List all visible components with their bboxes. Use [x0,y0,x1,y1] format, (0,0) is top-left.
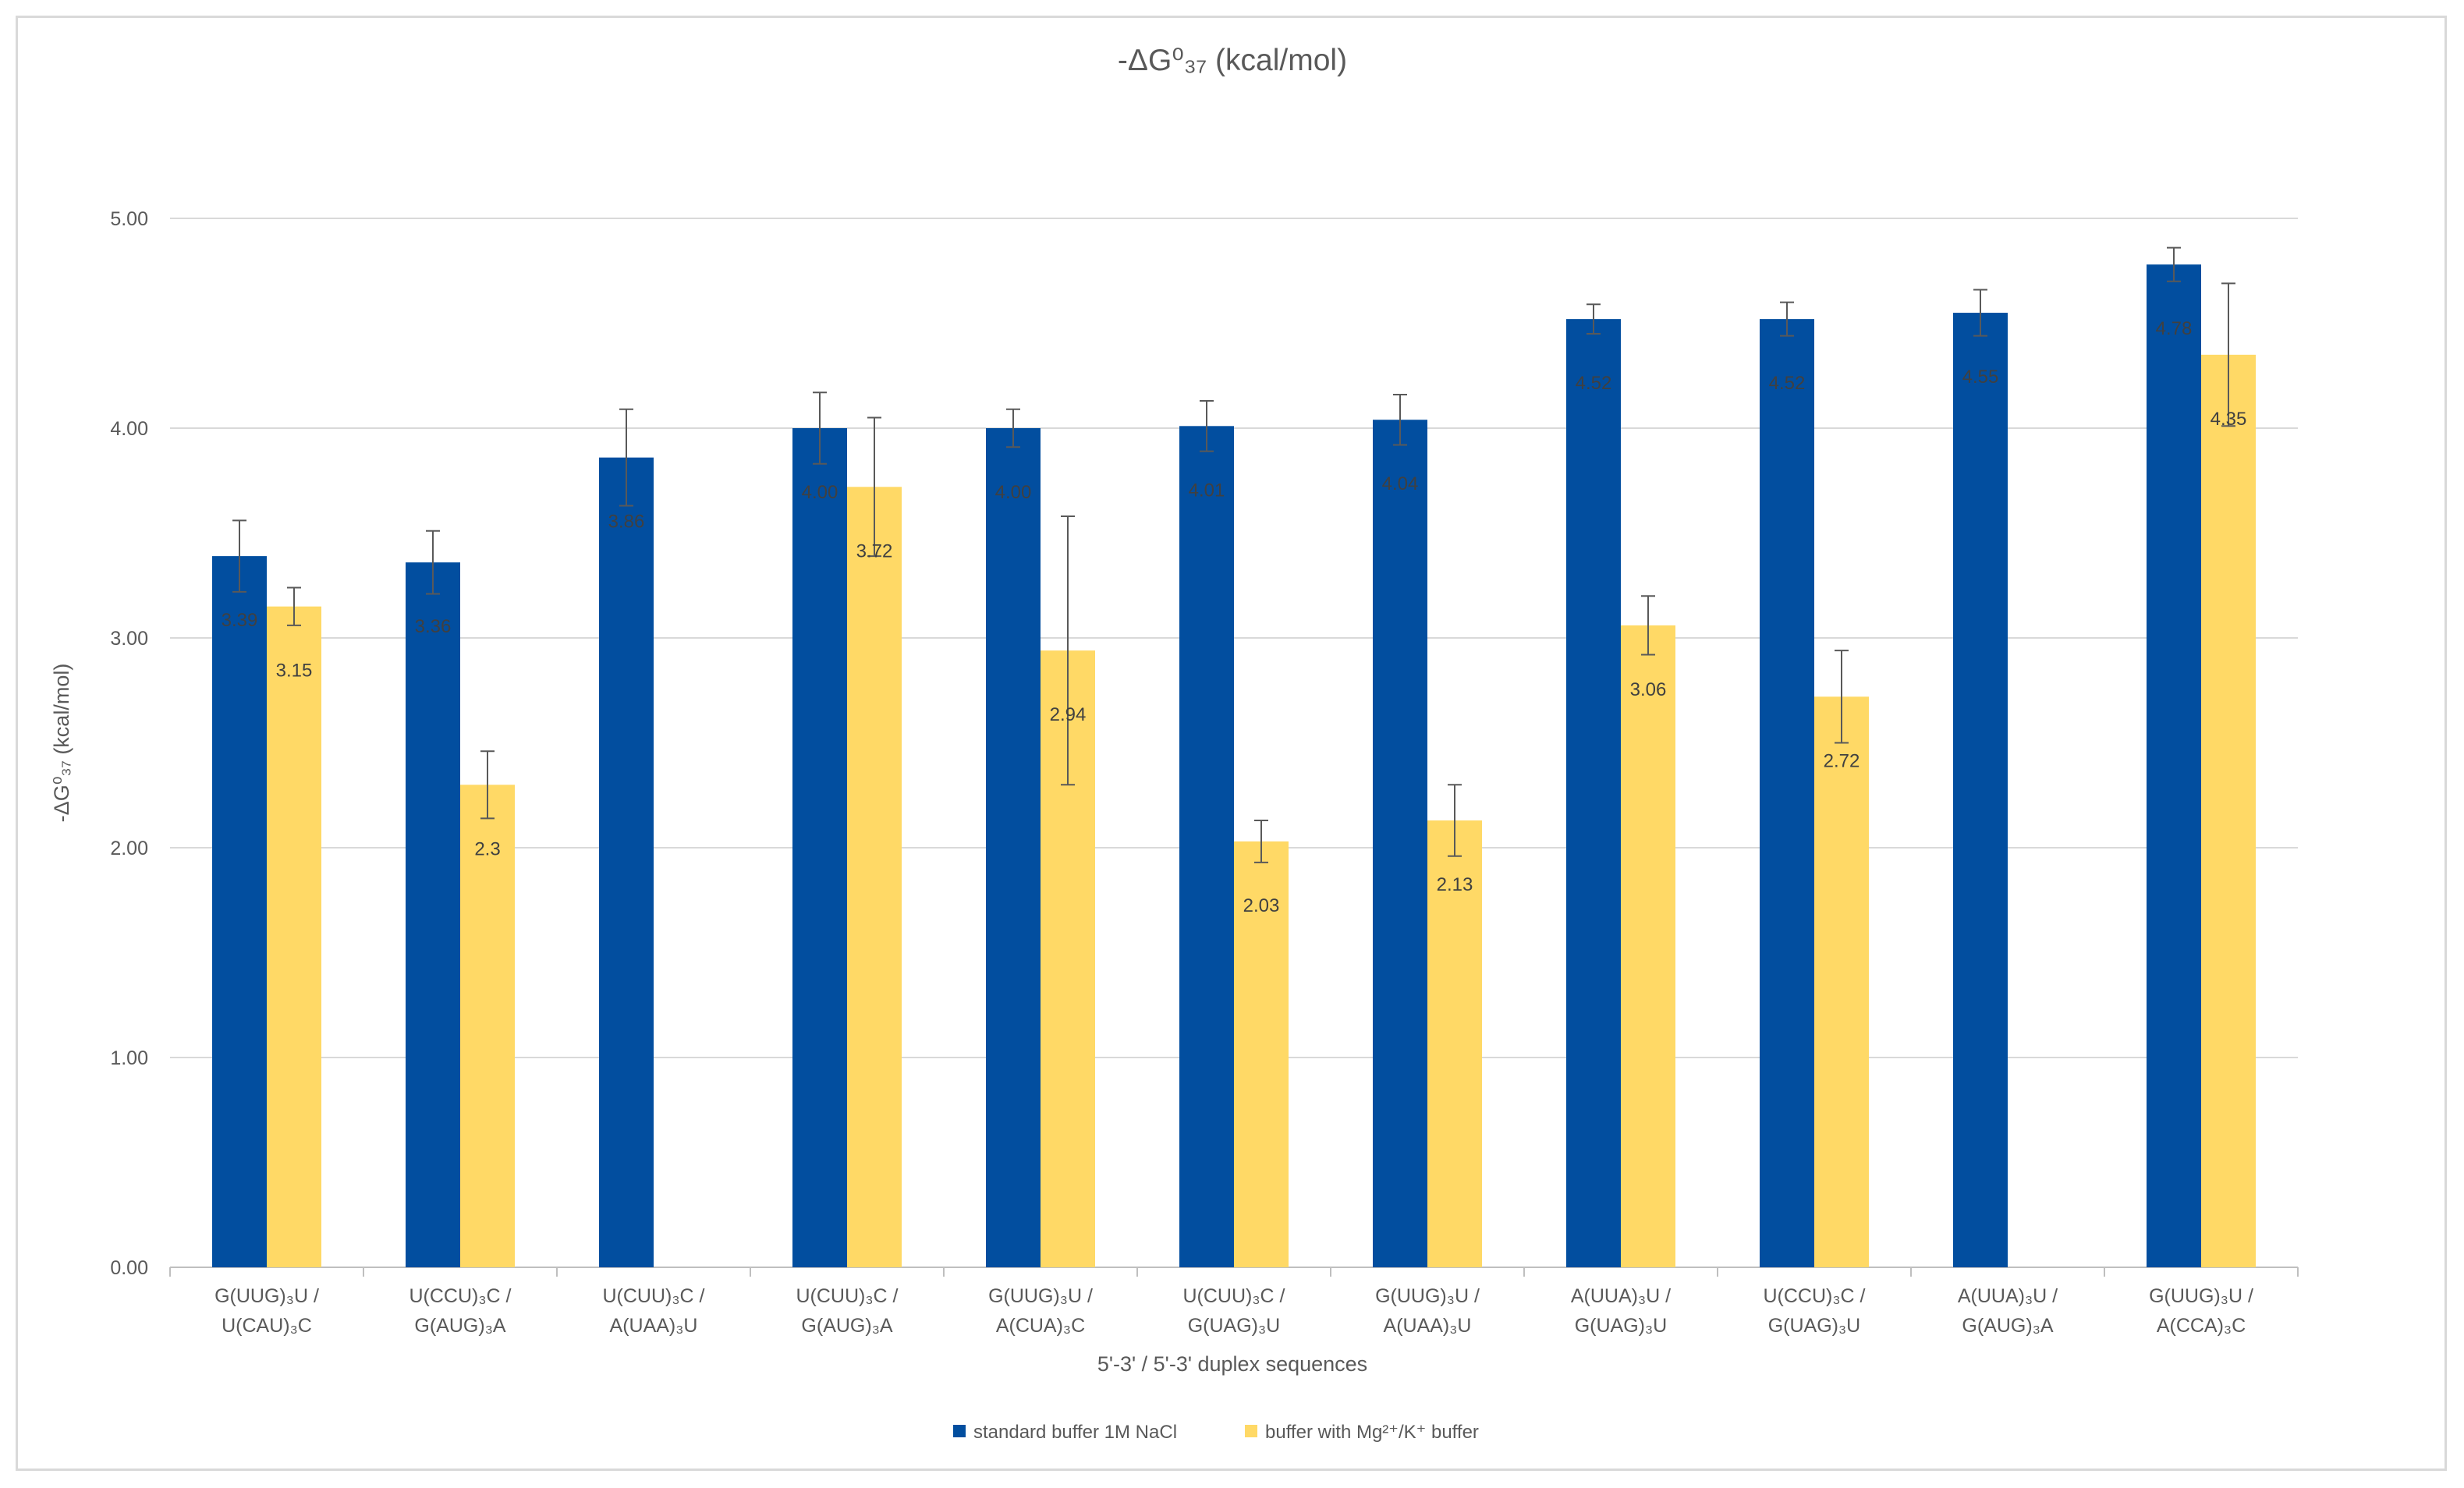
x-axis-title: 5'-3' / 5'-3' duplex sequences [1097,1352,1367,1376]
legend-swatch-0 [953,1425,966,1437]
category-label-2-line0: U(CUU)₃C / [603,1285,705,1307]
bar-series1-1 [460,785,515,1267]
category-label-10-line0: G(UUG)₃U / [2149,1285,2253,1307]
bar-series1-3 [847,487,902,1267]
category-label-10-line1: A(CCA)₃C [2157,1315,2246,1337]
data-label-series1-8: 2.72 [1824,750,1860,771]
category-label-1-line1: G(AUG)₃A [414,1315,505,1337]
data-label-series0-10: 4.78 [2156,318,2193,339]
category-label-4-line1: A(CUA)₃C [996,1315,1085,1337]
bar-series0-2 [599,457,654,1268]
legend-label-1: buffer with Mg²⁺/K⁺ buffer [1265,1422,1479,1443]
legend-label-0: standard buffer 1M NaCl [973,1422,1177,1443]
data-label-series0-1: 3.36 [415,616,452,637]
category-label-0-line1: U(CAU)₃C [222,1315,312,1337]
data-label-series0-6: 4.04 [1382,473,1419,494]
y-tick-label-5: 5.00 [110,208,148,230]
bar-series1-8 [1814,696,1869,1267]
data-label-series1-10: 4.35 [2211,409,2247,430]
y-tick-label-4: 4.00 [110,418,148,440]
category-label-9-line0: A(UUA)₃U / [1958,1285,2058,1307]
category-label-8-line1: G(UAG)₃U [1768,1315,1861,1337]
data-label-series1-0: 3.15 [276,661,313,682]
category-label-3-line1: G(AUG)₃A [801,1315,892,1337]
category-label-0-line0: G(UUG)₃U / [214,1285,319,1307]
bar-series0-5 [1179,426,1234,1267]
bar-series0-9 [1953,313,2008,1267]
y-tick-label-3: 3.00 [110,628,148,650]
y-tick-label-2: 2.00 [110,838,148,859]
data-label-series1-6: 2.13 [1437,874,1473,895]
data-label-series1-7: 3.06 [1630,679,1667,700]
category-label-8-line0: U(CCU)₃C / [1764,1285,1866,1307]
bar-series0-7 [1566,319,1621,1267]
data-label-series1-1: 2.3 [474,838,500,859]
category-label-7-line1: G(UAG)₃U [1575,1315,1668,1337]
bar-series0-10 [2147,264,2201,1268]
category-label-7-line0: A(UUA)₃U / [1571,1285,1671,1307]
bar-series0-8 [1760,319,1814,1267]
category-label-5-line1: G(UAG)₃U [1188,1315,1281,1337]
bar-series1-7 [1621,625,1675,1267]
y-axis-title: -ΔG⁰₃₇ (kcal/mol) [50,664,73,823]
data-label-series0-2: 3.86 [608,512,645,533]
data-label-series0-5: 4.01 [1189,480,1225,501]
bar-series0-4 [986,428,1041,1267]
bar-series0-6 [1373,420,1427,1267]
data-label-series0-3: 4.00 [802,482,838,503]
bar-series0-0 [212,556,267,1267]
data-label-series0-8: 4.52 [1769,373,1806,394]
category-label-1-line0: U(CCU)₃C / [409,1285,512,1307]
y-tick-label-1: 1.00 [110,1047,148,1069]
bar-series1-5 [1234,841,1289,1267]
data-label-series0-7: 4.52 [1576,373,1612,394]
category-label-4-line0: G(UUG)₃U / [988,1285,1093,1307]
data-label-series1-3: 3.72 [856,540,893,562]
legend-swatch-1 [1245,1425,1257,1437]
category-label-2-line1: A(UAA)₃U [610,1315,698,1337]
category-label-6-line0: G(UUG)₃U / [1375,1285,1480,1307]
data-label-series1-4: 2.94 [1050,704,1087,725]
bar-series1-10 [2201,354,2256,1268]
data-label-series1-5: 2.03 [1243,895,1280,916]
bar-series0-1 [406,562,460,1267]
data-label-series0-9: 4.55 [1962,367,1999,388]
category-label-9-line1: G(AUG)₃A [1962,1315,2053,1337]
data-label-series0-0: 3.39 [222,610,258,631]
bar-series0-3 [792,428,847,1267]
bar-series1-0 [267,606,321,1267]
bar-series1-6 [1427,820,1482,1267]
chart-title: -ΔG⁰₃₇ (kcal/mol) [1118,44,1347,77]
category-label-6-line1: A(UAA)₃U [1384,1315,1472,1337]
category-label-3-line0: U(CUU)₃C / [796,1285,899,1307]
data-label-series0-4: 4.00 [995,482,1032,503]
y-tick-label-0: 0.00 [110,1257,148,1279]
category-label-5-line0: U(CUU)₃C / [1183,1285,1285,1307]
